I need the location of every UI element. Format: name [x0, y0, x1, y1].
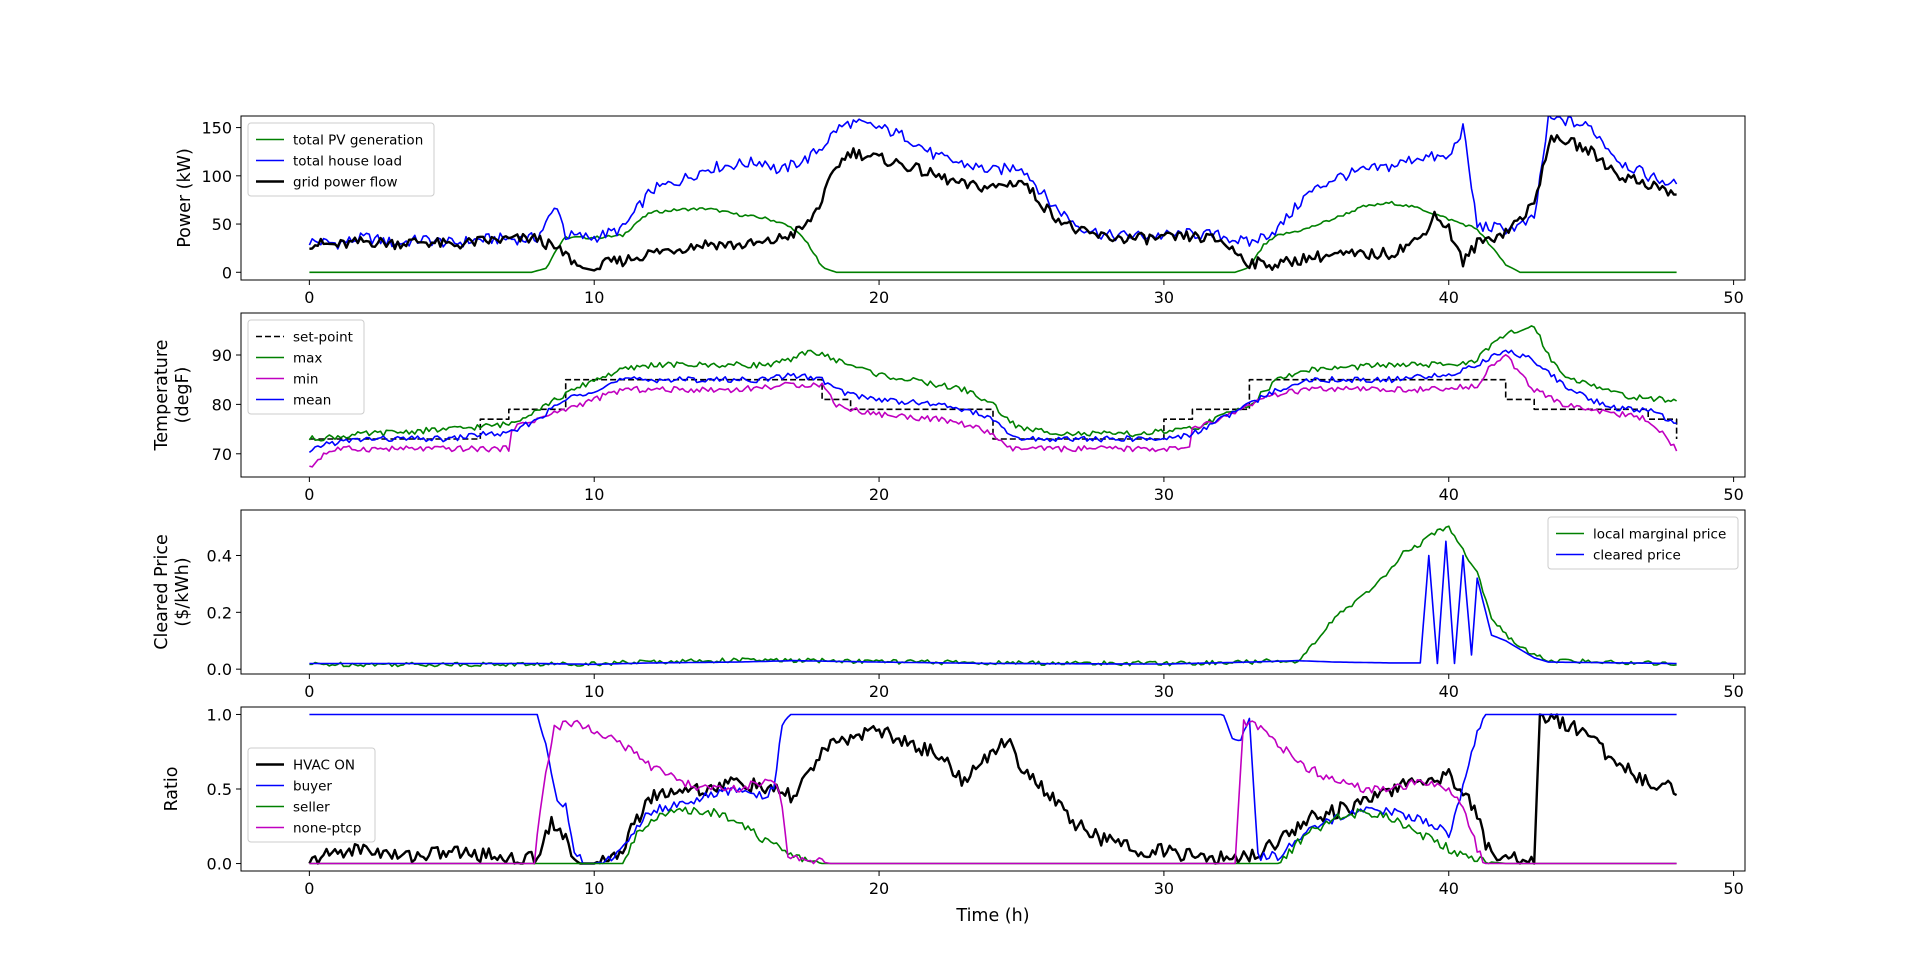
series-line-cleared-price	[309, 540, 1677, 666]
plot-frame	[240, 706, 1746, 872]
x-tick-label: 30	[1154, 879, 1174, 898]
legend-label: local marginal price	[1593, 527, 1726, 543]
series-line-total-pv-generation	[309, 200, 1677, 274]
x-tick-label: 10	[584, 682, 604, 701]
x-tick-label: 50	[1723, 879, 1743, 898]
legend-label: cleared price	[1593, 548, 1681, 564]
legend-label: HVAC ON	[293, 758, 355, 774]
legend-label: total house load	[293, 154, 402, 170]
legend-label: grid power flow	[293, 175, 398, 191]
x-tick-label: 30	[1154, 288, 1174, 307]
y-tick-label: 0.4	[207, 546, 232, 565]
x-tick-label: 20	[869, 485, 889, 504]
x-tick-label: 20	[869, 682, 889, 701]
y-axis-label: Temperature(degF)	[152, 340, 193, 452]
series-line-buyer	[309, 713, 1677, 865]
x-tick-label: 40	[1439, 682, 1459, 701]
y-axis-label: Cleared Price($/kWh)	[152, 534, 193, 650]
legend-box	[247, 319, 365, 415]
y-tick-label: 80	[212, 395, 232, 414]
x-tick-label: 0	[304, 288, 314, 307]
subplot-3: 0 10 20 30 40 50 0.0 0.2 0.4 Cleared Price($/kWh)…	[152, 509, 1746, 701]
x-axis-label: Time (h)	[955, 906, 1029, 926]
series-line-hvac-on	[308, 713, 1678, 865]
legend-box	[247, 122, 435, 197]
x-tick-label: 50	[1723, 682, 1743, 701]
legend-label: min	[293, 372, 318, 388]
legend-box	[1547, 516, 1739, 570]
x-tick-label: 10	[584, 485, 604, 504]
x-tick-label: 30	[1154, 682, 1174, 701]
y-tick-label: 50	[212, 215, 232, 234]
series-line-none-ptcp	[309, 719, 1677, 865]
legend-label: total PV generation	[293, 133, 423, 149]
x-tick-label: 30	[1154, 485, 1174, 504]
plot-frame	[240, 115, 1746, 281]
legend: local marginal price cleared price	[1547, 516, 1739, 570]
y-tick-label: 90	[212, 346, 232, 365]
y-tick-label: 70	[212, 445, 232, 464]
y-tick-label: 100	[201, 167, 232, 186]
y-tick-label: 0	[222, 263, 232, 282]
legend-label: max	[293, 351, 322, 367]
x-tick-label: 40	[1439, 485, 1459, 504]
y-tick-label: 150	[201, 119, 232, 138]
x-tick-label: 10	[584, 879, 604, 898]
x-tick-label: 20	[869, 288, 889, 307]
x-tick-label: 0	[304, 879, 314, 898]
y-tick-label: 1.0	[207, 705, 232, 724]
series-line-max	[308, 325, 1678, 442]
legend: HVAC ON buyer seller none-ptcp	[247, 747, 376, 843]
subplot-4: 0 10 20 30 40 50 0.0 0.5 1.0 Ratio Time (h) HVAC ON…	[162, 705, 1746, 926]
series-line-seller	[309, 806, 1677, 865]
y-tick-label: 0.0	[207, 855, 232, 874]
legend-label: set-point	[293, 330, 353, 346]
x-tick-label: 40	[1439, 879, 1459, 898]
x-tick-label: 0	[304, 485, 314, 504]
series-line-grid-power-flow	[309, 134, 1677, 272]
x-tick-label: 50	[1723, 288, 1743, 307]
y-tick-label: 0.2	[207, 603, 232, 622]
subplot-1: 0 10 20 30 40 50 0 50 100 150 Power (kW) total PV g…	[175, 115, 1746, 307]
series-line-mean	[308, 349, 1677, 454]
y-tick-label: 0.0	[207, 660, 232, 679]
x-tick-label: 0	[304, 682, 314, 701]
y-axis-label: Ratio	[162, 767, 182, 812]
legend-label: mean	[293, 393, 331, 409]
x-tick-label: 20	[869, 879, 889, 898]
y-axis-label: Power (kW)	[175, 148, 195, 248]
legend-label: none-ptcp	[293, 821, 361, 837]
x-tick-label: 50	[1723, 485, 1743, 504]
x-tick-label: 10	[584, 288, 604, 307]
legend: set-point max min mean	[247, 319, 365, 415]
legend-label: seller	[293, 800, 330, 816]
plot-frame	[240, 509, 1746, 675]
subplot-2: 0 10 20 30 40 50 70 80 90 Temperature(degF) set-po…	[152, 312, 1746, 504]
y-tick-label: 0.5	[207, 780, 232, 799]
plot-frame	[240, 312, 1746, 478]
series-line-total-house-load	[308, 116, 1678, 250]
x-tick-label: 40	[1439, 288, 1459, 307]
legend: total PV generation total house load grid …	[247, 122, 435, 197]
legend-label: buyer	[293, 779, 332, 795]
legend-box	[247, 747, 376, 843]
